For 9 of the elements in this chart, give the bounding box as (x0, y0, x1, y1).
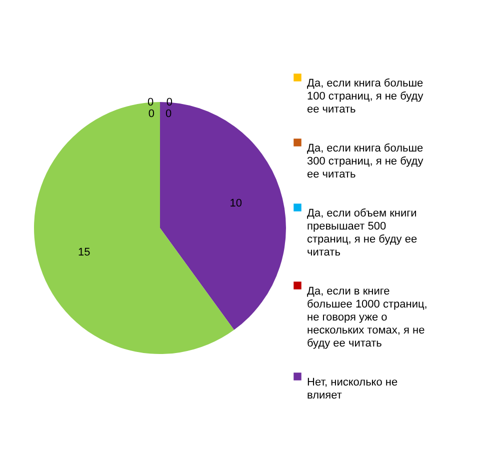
legend-label: Да, если книга больше 100 страниц, я не буду ее читать (307, 78, 424, 116)
legend-label: Нет, нисколько не влияет (307, 376, 398, 402)
legend-label: Да, если в книге большее 1000 страниц, не говоря уже о нескольких томах, я не буду ее читать (307, 286, 428, 350)
data-label: 15 (78, 246, 90, 259)
text: 0 (148, 108, 154, 120)
legend-label: Да, если объем книги превышает 500 страниц, я не буду ее читать (307, 208, 418, 258)
data-label: 10 (230, 197, 242, 210)
legend-label: Да, если книга больше 300 страниц, я не буду ее читать (307, 142, 424, 180)
text: 0 (166, 108, 172, 120)
